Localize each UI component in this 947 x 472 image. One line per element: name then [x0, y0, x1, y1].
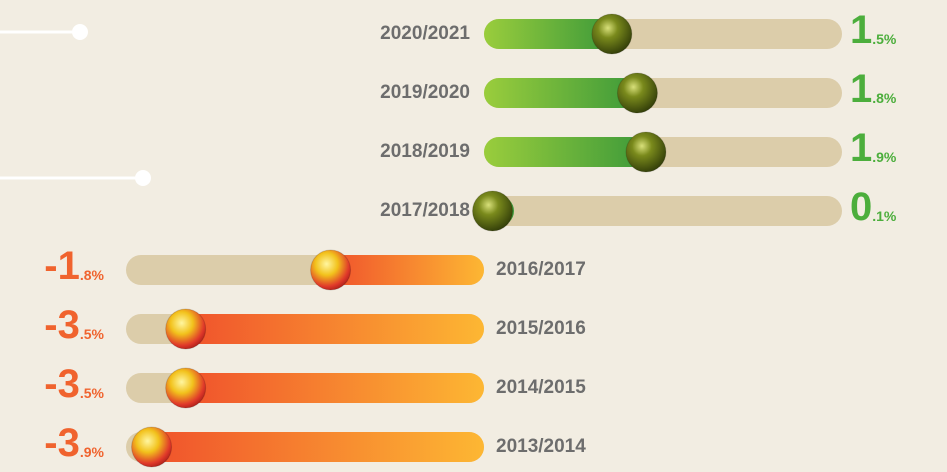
- knob: [625, 131, 667, 173]
- value-label: -3.5%: [44, 303, 104, 347]
- bar: [484, 137, 646, 167]
- decor-dot: [72, 24, 88, 40]
- bar: [185, 314, 484, 344]
- value-label: 1.5%: [850, 8, 897, 52]
- value-label: 0.1%: [850, 185, 897, 229]
- knob: [616, 72, 658, 114]
- category-label: 2015/2016: [496, 318, 586, 339]
- knob: [472, 190, 514, 232]
- value-label: 1.9%: [850, 126, 897, 170]
- track: [484, 196, 842, 226]
- category-label: 2016/2017: [496, 259, 586, 280]
- bar: [185, 373, 484, 403]
- bar: [151, 432, 485, 462]
- category-label: 2018/2019: [380, 141, 470, 162]
- knob: [591, 13, 633, 55]
- bar: [484, 19, 612, 49]
- value-label: 1.8%: [850, 67, 897, 111]
- knob: [131, 426, 173, 468]
- value-label: -1.8%: [44, 244, 104, 288]
- category-label: 2014/2015: [496, 377, 586, 398]
- bar: [330, 255, 484, 285]
- bar: [484, 78, 638, 108]
- knob: [165, 308, 207, 350]
- category-label: 2020/2021: [380, 23, 470, 44]
- value-label: -3.5%: [44, 362, 104, 406]
- value-label: -3.9%: [44, 421, 104, 465]
- category-label: 2017/2018: [380, 200, 470, 221]
- decor-dot: [135, 170, 151, 186]
- knob: [165, 367, 207, 409]
- category-label: 2019/2020: [380, 82, 470, 103]
- category-label: 2013/2014: [496, 436, 586, 457]
- knob: [310, 249, 352, 291]
